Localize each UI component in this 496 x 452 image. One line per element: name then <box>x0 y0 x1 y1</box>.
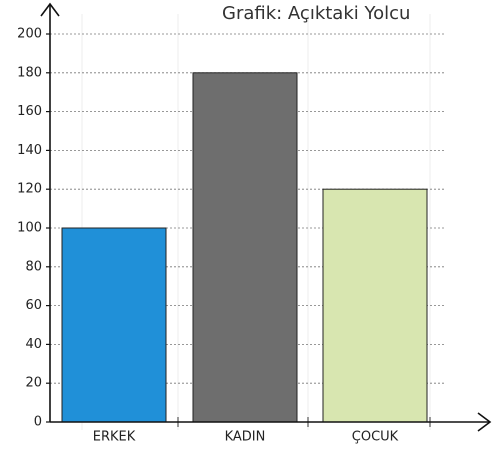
y-tick-label: 200 <box>17 27 42 42</box>
y-tick-label: 80 <box>25 259 42 274</box>
labels-layer: 0 20 40 60 80 100 120 140 160 180 200 ERKEK KADIN ÇOC… <box>17 27 399 445</box>
bar-çocuk <box>322 188 428 423</box>
x-axis-arrowhead <box>477 412 492 432</box>
y-tick-label: 60 <box>25 298 42 313</box>
y-tick-label: 100 <box>17 221 42 236</box>
y-tick-label: 120 <box>17 182 42 197</box>
y-tick-label: 0 <box>34 415 42 430</box>
x-category-label: KADIN <box>225 430 266 445</box>
x-category-label: ÇOCUK <box>352 430 399 445</box>
axes-layer <box>40 2 492 432</box>
bars-layer <box>61 72 428 423</box>
y-tick-label: 180 <box>17 65 42 80</box>
bar-kadin <box>192 72 298 423</box>
y-tick-label: 140 <box>17 143 42 158</box>
y-axis-arrowhead <box>40 2 60 17</box>
x-category-label: ERKEK <box>93 430 136 445</box>
chart-title: Grafik: Açıktaki Yolcu <box>222 3 410 24</box>
bar-erkek <box>61 227 167 423</box>
y-tick-label: 40 <box>25 337 42 352</box>
y-tick-label: 160 <box>17 104 42 119</box>
y-tick-label: 20 <box>25 376 42 391</box>
